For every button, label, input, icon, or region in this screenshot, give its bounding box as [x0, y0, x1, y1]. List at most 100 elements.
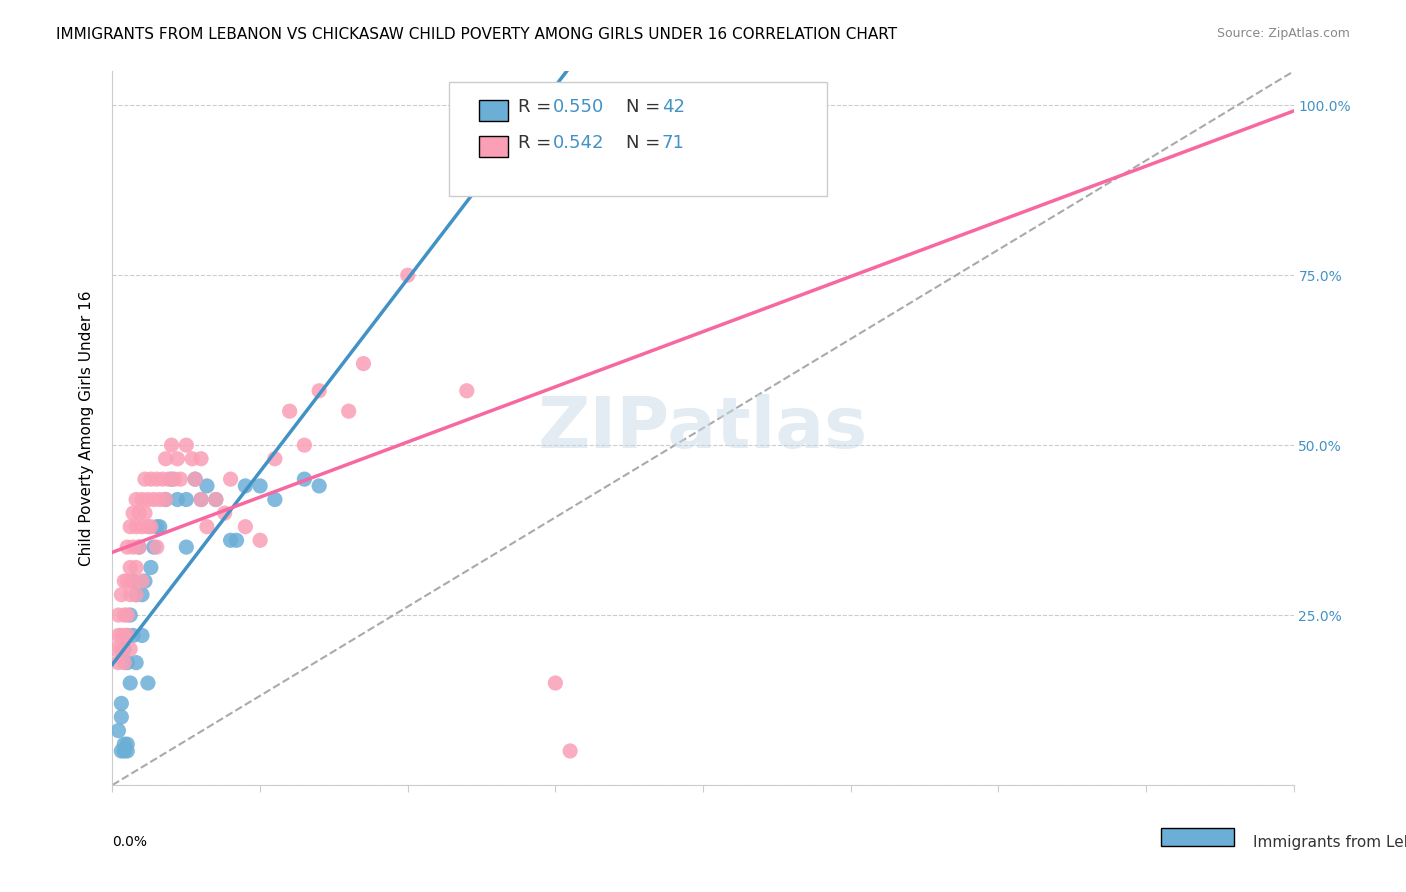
Point: [160, 438, 183, 452]
Point: [352, 357, 374, 371]
Point: [112, 656, 135, 670]
Point: [501, 98, 523, 112]
Point: [131, 574, 153, 588]
Point: [308, 384, 330, 398]
FancyBboxPatch shape: [478, 136, 508, 157]
Point: [131, 588, 153, 602]
Point: [146, 540, 169, 554]
Point: [110, 628, 132, 642]
Point: [128, 540, 150, 554]
Point: [558, 744, 582, 758]
Point: [131, 628, 153, 642]
Point: [456, 384, 478, 398]
Text: R =: R =: [517, 134, 557, 152]
Point: [104, 642, 127, 657]
Point: [174, 492, 197, 507]
Text: 71: 71: [662, 134, 685, 152]
Point: [190, 492, 212, 507]
Text: Source: ZipAtlas.com: Source: ZipAtlas.com: [1216, 27, 1350, 40]
Text: 0.0%: 0.0%: [112, 835, 148, 849]
Point: [160, 472, 183, 486]
Point: [278, 404, 301, 418]
Text: IMMIGRANTS FROM LEBANON VS CHICKASAW CHILD POVERTY AMONG GIRLS UNDER 16 CORRELAT: IMMIGRANTS FROM LEBANON VS CHICKASAW CHI…: [56, 27, 897, 42]
FancyBboxPatch shape: [1161, 828, 1234, 846]
Point: [169, 472, 191, 486]
Point: [139, 472, 162, 486]
Point: [155, 451, 177, 466]
Point: [134, 574, 156, 588]
Point: [125, 560, 148, 574]
Point: [308, 479, 330, 493]
Point: [219, 472, 242, 486]
Point: [117, 628, 138, 642]
Y-axis label: Child Poverty Among Girls Under 16: Child Poverty Among Girls Under 16: [79, 291, 94, 566]
Point: [117, 628, 138, 642]
Text: N =: N =: [626, 98, 666, 116]
Point: [149, 519, 172, 533]
Text: 42: 42: [662, 98, 685, 116]
Point: [125, 519, 148, 533]
Point: [120, 519, 142, 533]
Point: [544, 676, 567, 690]
Point: [157, 472, 180, 486]
Point: [117, 540, 138, 554]
Point: [117, 656, 138, 670]
Point: [337, 404, 360, 418]
Point: [117, 737, 138, 751]
Point: [122, 628, 145, 642]
FancyBboxPatch shape: [449, 82, 827, 196]
Point: [107, 723, 129, 738]
Text: Immigrants from Lebanon: Immigrants from Lebanon: [1253, 835, 1406, 850]
Point: [128, 506, 150, 520]
Point: [214, 506, 236, 520]
Point: [190, 492, 212, 507]
Point: [139, 519, 162, 533]
Point: [249, 533, 271, 548]
Point: [142, 492, 165, 507]
Point: [152, 472, 174, 486]
Point: [112, 628, 135, 642]
Point: [190, 451, 212, 466]
Point: [117, 574, 138, 588]
Point: [195, 479, 218, 493]
Point: [110, 744, 132, 758]
Point: [120, 560, 142, 574]
Point: [112, 574, 135, 588]
Point: [110, 710, 132, 724]
Text: 0.550: 0.550: [553, 98, 605, 116]
Point: [136, 676, 159, 690]
Point: [139, 560, 162, 574]
Point: [136, 492, 159, 507]
Text: 0.542: 0.542: [553, 134, 605, 152]
Point: [112, 608, 135, 623]
Point: [205, 492, 228, 507]
Point: [264, 492, 287, 507]
Point: [146, 519, 169, 533]
Point: [131, 492, 153, 507]
Point: [181, 451, 204, 466]
Point: [110, 588, 132, 602]
Point: [184, 472, 207, 486]
Text: R =: R =: [517, 98, 557, 116]
Point: [396, 268, 419, 283]
Point: [117, 744, 138, 758]
Point: [146, 472, 169, 486]
Point: [233, 479, 256, 493]
Point: [110, 697, 132, 711]
Point: [225, 533, 247, 548]
Point: [219, 533, 242, 548]
Point: [205, 492, 228, 507]
Point: [131, 519, 153, 533]
Point: [112, 737, 135, 751]
Point: [195, 519, 218, 533]
Point: [120, 676, 142, 690]
Point: [134, 472, 156, 486]
Point: [117, 608, 138, 623]
Text: ZIPatlas: ZIPatlas: [538, 393, 868, 463]
Point: [122, 574, 145, 588]
Point: [122, 574, 145, 588]
Point: [249, 479, 271, 493]
Point: [174, 540, 197, 554]
Point: [122, 506, 145, 520]
Point: [112, 744, 135, 758]
